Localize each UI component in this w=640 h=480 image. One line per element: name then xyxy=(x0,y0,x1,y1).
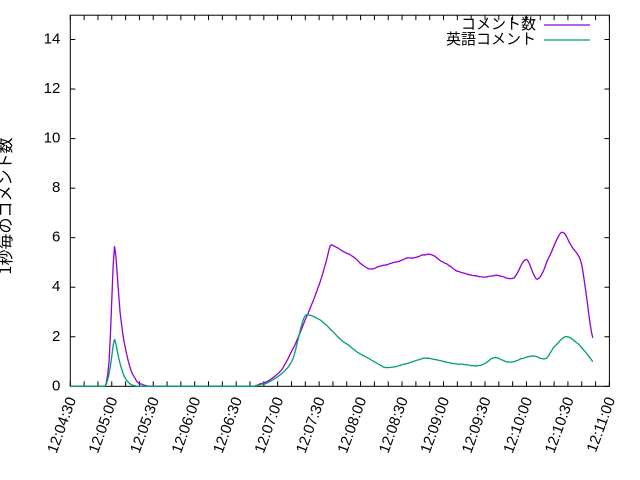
svg-text:10: 10 xyxy=(44,130,61,147)
svg-text:4: 4 xyxy=(52,278,60,295)
svg-text:14: 14 xyxy=(44,31,61,48)
svg-text:8: 8 xyxy=(52,179,60,196)
svg-text:12: 12 xyxy=(44,80,61,97)
svg-text:6: 6 xyxy=(52,229,60,246)
svg-text:0: 0 xyxy=(52,377,60,394)
svg-text:1秒毎のコメント数: 1秒毎のコメント数 xyxy=(0,138,16,275)
svg-text:英語コメント: 英語コメント xyxy=(446,28,536,49)
svg-text:2: 2 xyxy=(52,328,60,345)
